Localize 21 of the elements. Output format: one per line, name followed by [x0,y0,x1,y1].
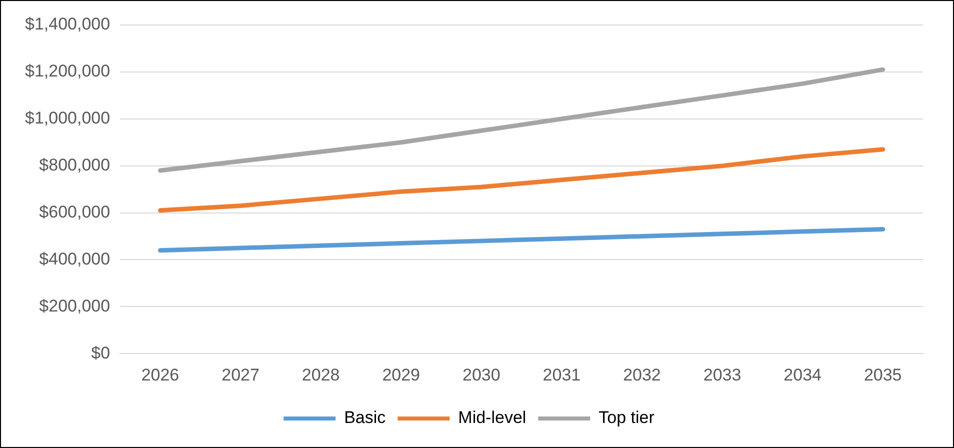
x-tick-label: 2034 [784,365,822,384]
x-tick-label: 2027 [222,365,260,384]
x-tick-label: 2026 [141,365,180,384]
legend-label: Mid-level [458,408,526,428]
y-tick-label: $1,000,000 [24,108,110,128]
y-tick-label: $0 [91,343,110,362]
y-tick-label: $1,200,000 [24,62,110,81]
y-tick-label: $800,000 [39,156,110,175]
x-tick-label: 2029 [382,365,420,384]
x-tick-label: 2032 [623,365,661,384]
x-tick-label: 2028 [302,365,340,384]
legend-label: Top tier [598,408,655,428]
y-tick-label: $1,400,000 [24,14,110,34]
x-tick-label: 2035 [864,365,902,384]
y-tick-label: $200,000 [39,296,110,316]
x-tick-label: 2031 [542,365,581,384]
x-tick-label: 2033 [703,365,742,384]
legend-label: Basic [344,408,386,428]
y-tick-label: $600,000 [39,202,110,222]
y-tick-label: $400,000 [39,249,110,268]
x-tick-label: 2030 [462,365,500,384]
